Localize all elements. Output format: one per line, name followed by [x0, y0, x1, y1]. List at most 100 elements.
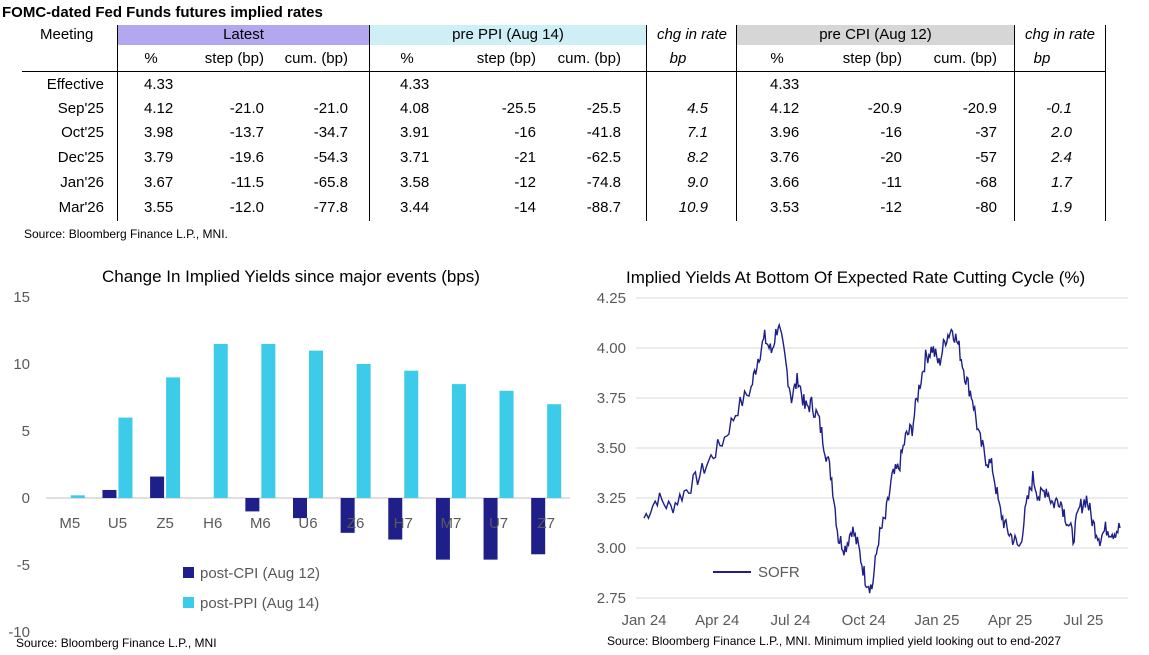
- table-cell: -12: [880, 199, 902, 216]
- bar-post-ppi: [499, 390, 514, 498]
- group-label-pre-ppi: pre PPI (Aug 14): [452, 26, 564, 43]
- y-tick-label: 2.75: [597, 590, 626, 607]
- table-cell: 4.12: [770, 100, 800, 117]
- bar-chart-title: Change In Implied Yields since major eve…: [102, 267, 480, 286]
- y-tick-label: 5: [22, 423, 30, 440]
- legend-swatch: [183, 567, 194, 578]
- bar-post-cpi: [388, 498, 403, 540]
- sofr-line: [643, 322, 1121, 594]
- table-cell: 3.71: [400, 149, 430, 166]
- table-cell: 2.0: [1051, 124, 1072, 141]
- y-tick-label: -5: [17, 557, 30, 574]
- y-tick-label: -10: [8, 624, 30, 641]
- subheader-cell: step (bp): [842, 50, 902, 67]
- x-tick-label: Jan 24: [621, 612, 666, 629]
- bar-post-ppi: [166, 377, 181, 498]
- bar-post-cpi: [435, 498, 450, 560]
- group-band-pre-cpi: [737, 25, 1014, 45]
- group-band-latest: [118, 25, 369, 45]
- table-cell: -54.3: [313, 149, 348, 166]
- table-cell: -21.0: [313, 100, 348, 117]
- subheader-cell: step (bp): [476, 50, 536, 67]
- x-tick-label: M5: [59, 515, 80, 532]
- table-cell: 1.9: [1051, 199, 1072, 216]
- y-tick-label: 3.25: [597, 490, 626, 507]
- group-label-pre-cpi: pre CPI (Aug 12): [819, 26, 932, 43]
- subheader-cell: %: [144, 50, 158, 67]
- y-tick-label: 3.00: [597, 540, 626, 557]
- subheader-cell: %: [770, 50, 784, 67]
- bar-post-cpi: [245, 498, 260, 512]
- table-cell: -77.8: [313, 199, 348, 216]
- x-tick-label: Z7: [537, 515, 555, 532]
- table-title: FOMC-dated Fed Funds futures implied rat…: [2, 4, 323, 21]
- subheader-cell: cum. (bp): [933, 50, 997, 67]
- group-label-chg-rate-ppi: chg in rate: [656, 26, 728, 43]
- table-cell: -34.7: [313, 124, 348, 141]
- bar-post-ppi: [309, 350, 323, 498]
- table-cell: -20.9: [867, 100, 902, 117]
- col-divider: [1105, 25, 1106, 221]
- bar-post-ppi: [451, 384, 466, 498]
- table-cell: 1.7: [1051, 174, 1072, 191]
- x-tick-label: U6: [298, 515, 317, 532]
- table-source: Source: Bloomberg Finance L.P., MNI.: [24, 227, 228, 241]
- bar-post-cpi: [531, 498, 546, 555]
- table-cell: 4.5: [687, 100, 708, 117]
- bar-post-cpi: [150, 476, 165, 498]
- x-tick-label: M7: [440, 515, 461, 532]
- subheader-cell: cum. (bp): [557, 50, 621, 67]
- y-tick-label: 3.50: [597, 440, 626, 457]
- row-meeting-label: Oct'25: [61, 124, 104, 141]
- legend-swatch: [183, 597, 194, 608]
- table-cell: -20.9: [962, 100, 997, 117]
- table-cell: 3.91: [400, 124, 430, 141]
- y-tick-label: 4.00: [597, 340, 626, 357]
- bar-chart: -10 -5 0 5 10 15 M5 U5 Z5 H6 M6 U6 Z6 H7 M7 U7 Z7 post-CP…: [8, 289, 570, 641]
- bar-post-cpi: [293, 498, 307, 519]
- legend-label: post-CPI (Aug 12): [200, 565, 320, 582]
- row-meeting-label: Jan'26: [60, 174, 104, 191]
- table-cell: -62.5: [586, 149, 621, 166]
- y-tick-label: 0: [22, 490, 30, 507]
- x-tick-label: H7: [394, 515, 413, 532]
- group-band-pre-ppi: [370, 25, 646, 45]
- x-tick-label: Jul 24: [770, 612, 810, 629]
- y-tick-label: 4.25: [597, 290, 626, 307]
- table-cell: -80: [975, 199, 997, 216]
- legend-label-sofr: SOFR: [758, 564, 800, 581]
- col-divider: [117, 25, 118, 221]
- table-cell: -74.8: [586, 174, 621, 191]
- header-divider: [22, 71, 1105, 72]
- col-divider: [736, 25, 737, 221]
- line-chart-source: Source: Bloomberg Finance L.P., MNI. Min…: [607, 634, 1062, 648]
- table-cell: 10.9: [678, 199, 708, 216]
- x-tick-label: U7: [489, 515, 508, 532]
- table-cell: 4.33: [400, 76, 430, 93]
- col-divider: [369, 25, 370, 221]
- table-cell: 9.0: [687, 174, 708, 191]
- table-cell: -21.0: [229, 100, 264, 117]
- x-tick-label: M6: [250, 515, 271, 532]
- table-cell: -19.6: [229, 149, 264, 166]
- subheader-cell: bp: [1033, 50, 1051, 67]
- bar-post-ppi: [547, 404, 562, 498]
- bar-post-cpi: [102, 489, 117, 498]
- row-meeting-label: Mar'26: [58, 199, 104, 216]
- bar-post-ppi: [404, 370, 419, 498]
- table-cell: -12: [514, 174, 536, 191]
- table-cell: -16: [514, 124, 536, 141]
- bar-post-ppi: [213, 343, 228, 498]
- table-cell: 3.55: [144, 199, 174, 216]
- row-meeting-label: Effective: [46, 76, 104, 93]
- group-label-latest: Latest: [223, 26, 264, 43]
- row-meeting-label: Dec'25: [57, 149, 104, 166]
- subheader-cell: %: [400, 50, 414, 67]
- table-cell: 3.76: [770, 149, 800, 166]
- table-cell: -14: [514, 199, 536, 216]
- table-cell: 4.12: [144, 100, 174, 117]
- table-cell: 8.2: [687, 149, 708, 166]
- y-tick-label: 3.75: [597, 390, 626, 407]
- bar-post-ppi: [70, 495, 85, 498]
- table-cell: 3.79: [144, 149, 174, 166]
